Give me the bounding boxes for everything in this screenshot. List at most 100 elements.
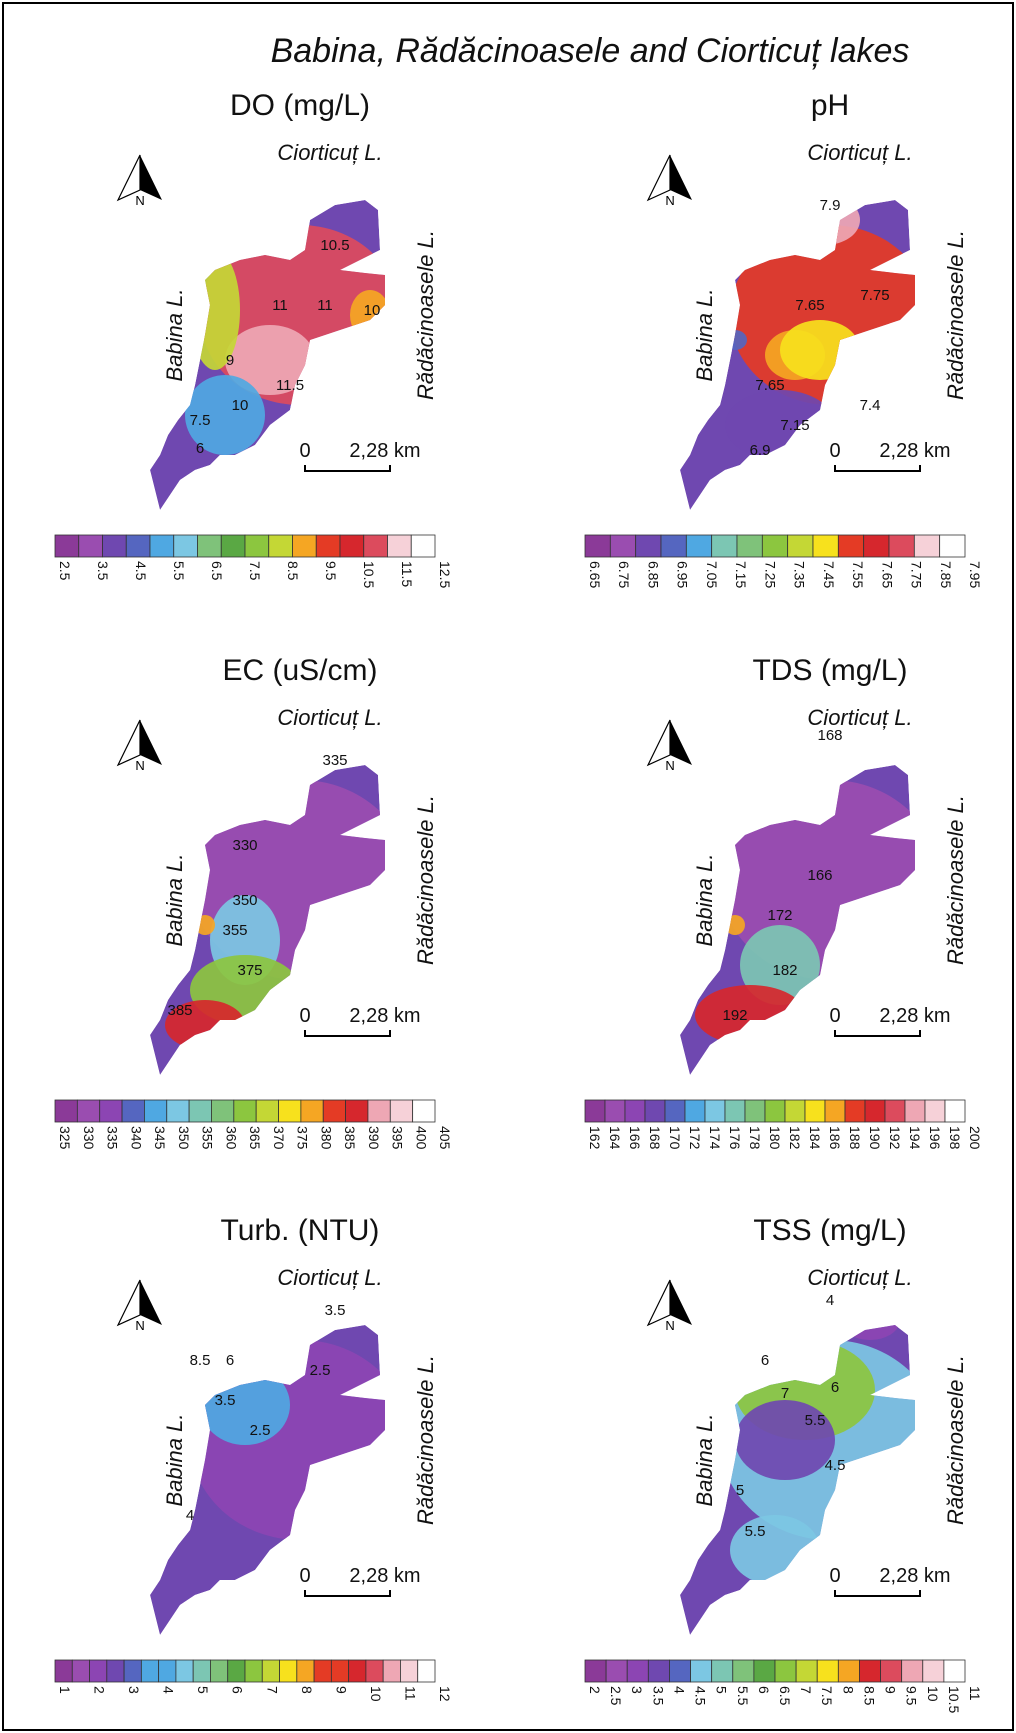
scale-distance-label: 2,28 km [349, 440, 420, 462]
legend-ph: 6.65 6.75 6.85 6.95 7.05 7.15 7.25 7.35 7.45 7.55… [584, 534, 983, 588]
legend-tick-label: 200 [967, 1126, 983, 1150]
contour-label: 10.5 [320, 237, 349, 254]
contour-label: 168 [817, 727, 842, 744]
contour-label: 5.5 [745, 1523, 766, 1540]
legend-swatch [367, 1099, 391, 1123]
contour-label: 6 [226, 1352, 234, 1369]
legend-tick-label: 2.5 [608, 1686, 624, 1706]
label-radacinoasele-lake: Rădăcinoasele L. [943, 795, 968, 965]
contour-label: 2.5 [250, 1422, 271, 1439]
legend-swatch [844, 1099, 866, 1123]
legend-swatch [300, 1099, 324, 1123]
panel-title-ph: pH [811, 89, 849, 122]
north-label: N [135, 193, 144, 208]
legend-tick-label: 8.5 [861, 1686, 877, 1706]
contour-label: 5 [736, 1482, 744, 1499]
contour-label: 7.4 [860, 397, 881, 414]
scale-distance-label: 2,28 km [349, 1005, 420, 1027]
legend-tick-label: 4.5 [693, 1686, 709, 1706]
legend-tick-label: 12.5 [437, 561, 453, 588]
legend-swatch [837, 1659, 860, 1683]
legend-swatch [210, 1659, 229, 1683]
contour-label: 7.15 [780, 417, 809, 434]
legend-tick-label: 9.5 [904, 1686, 920, 1706]
legend-tick-label: 12 [437, 1686, 453, 1702]
legend-swatch [626, 1659, 649, 1683]
label-radacinoasele-lake: Rădăcinoasele L. [413, 795, 438, 965]
legend-tick-label: 184 [807, 1126, 823, 1150]
legend-swatch [647, 1659, 670, 1683]
contour-label: 6 [196, 440, 204, 457]
legend-swatch [605, 1659, 628, 1683]
legend-swatch [795, 1659, 818, 1683]
legend-tick-label: 168 [647, 1126, 663, 1150]
legend-swatch [939, 534, 966, 558]
legend-tick-label: 405 [437, 1126, 453, 1150]
label-radacinoasele-lake: Rădăcinoasele L. [943, 230, 968, 400]
contour-label: 11.5 [276, 377, 304, 394]
legend-tick-label: 172 [687, 1126, 703, 1150]
legend-tick-label: 10 [925, 1686, 941, 1702]
legend-swatch [78, 534, 103, 558]
legend-tick-label: 186 [827, 1126, 843, 1150]
north-arrow-icon: N [116, 719, 162, 773]
legend-swatch [220, 534, 246, 558]
legend-tick-label: 2 [92, 1686, 108, 1694]
legend-tick-label: 7.85 [938, 561, 954, 588]
legend-swatch [315, 534, 341, 558]
legend-swatch [389, 1099, 414, 1123]
scale-line [834, 1590, 921, 1597]
legend-swatch [711, 534, 738, 558]
legend-swatch [410, 534, 436, 558]
legend-swatch [804, 1099, 826, 1123]
legend-swatch [584, 1099, 606, 1123]
legend-swatch [901, 1659, 924, 1683]
legend-swatch [684, 1099, 706, 1123]
legend-tick-label: 6.95 [675, 561, 691, 588]
legend-swatch [175, 1659, 194, 1683]
contour-label: 4 [826, 1292, 834, 1309]
legend-tick-label: 9 [333, 1686, 349, 1694]
north-arrow-icon: N [646, 1279, 692, 1333]
legend-swatch [244, 534, 270, 558]
legend-tick-label: 7.75 [909, 561, 925, 588]
contour-label: 375 [237, 962, 262, 979]
legend-tick-label: 370 [271, 1126, 287, 1150]
contour-label: 10 [232, 397, 249, 414]
legend-tick-label: 390 [366, 1126, 382, 1150]
legend-tick-label: 190 [867, 1126, 883, 1150]
legend-tick-label: 176 [727, 1126, 743, 1150]
legend-tick-label: 174 [707, 1126, 723, 1150]
panel-title-tds: TDS (mg/L) [752, 654, 907, 687]
contour-label: 2.5 [310, 1362, 331, 1379]
panel-title-tss: TSS (mg/L) [753, 1214, 906, 1247]
contour-label: 7.65 [755, 377, 784, 394]
legend-swatch [244, 1659, 263, 1683]
legend-tick-label: 7.65 [879, 561, 895, 588]
scale-bar: 0 2,28 km [299, 1005, 421, 1037]
legend-tick-label: 4 [161, 1686, 177, 1694]
panel-ph: pH 7.9 7.75 7.65 7.65 7.4 7.15 6.9 N Ciorticuț L.… [584, 89, 983, 588]
legend-swatch [339, 534, 365, 558]
label-radacinoasele-lake: Rădăcinoasele L. [413, 1355, 438, 1525]
legend-swatch [904, 1099, 926, 1123]
surface-zone-3 [185, 375, 265, 455]
legend-tick-label: 1 [57, 1686, 73, 1694]
legend-swatch [192, 1659, 211, 1683]
legend-swatch [412, 1099, 436, 1123]
legend-swatch [824, 1099, 846, 1123]
scale-distance-label: 2,28 km [349, 1565, 420, 1587]
legend-swatch [54, 1659, 73, 1683]
legend-swatch [787, 534, 814, 558]
legend-tick-label: 8 [840, 1686, 856, 1694]
map-panels: DO (mg/L)10.511 11 10911.5107.56NCiorticuț… [54, 89, 983, 1713]
legend-swatch [140, 1659, 160, 1683]
north-label: N [135, 758, 144, 773]
legend-swatch [292, 534, 317, 558]
north-arrow-icon: N [116, 154, 162, 208]
legend-swatch [812, 534, 839, 558]
contour-label: 8.5 [190, 1352, 211, 1369]
legend-tick-label: 2 [587, 1686, 603, 1694]
contour-label: 7.9 [820, 197, 841, 214]
